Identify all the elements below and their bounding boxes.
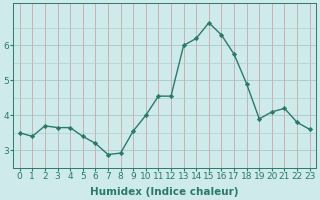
X-axis label: Humidex (Indice chaleur): Humidex (Indice chaleur) [91, 187, 239, 197]
